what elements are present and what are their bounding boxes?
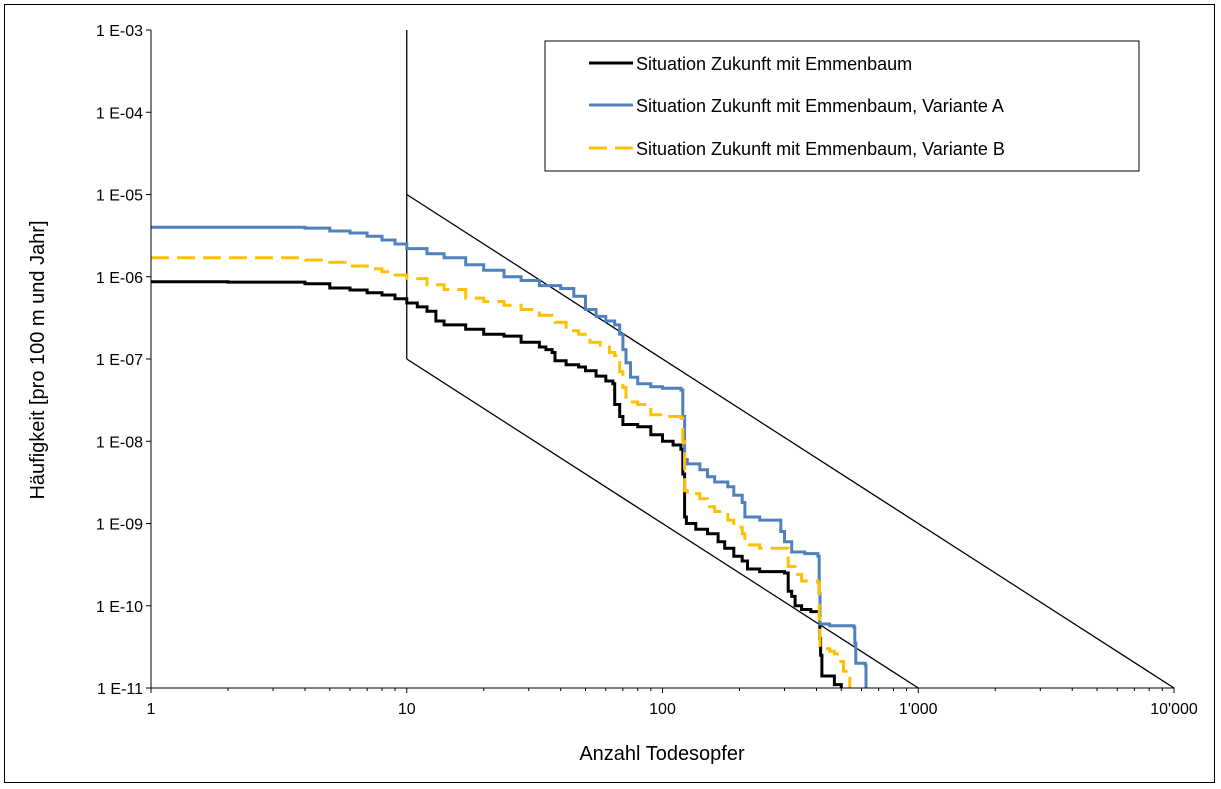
series-line-2 (151, 256, 852, 688)
legend-label-0: Situation Zukunft mit Emmenbaum (636, 54, 912, 74)
legend: Situation Zukunft mit Emmenbaum Situatio… (544, 40, 1140, 172)
axes: 1 E-03 1 E-04 1 E-05 1 E-06 1 E-07 1 E-08 1 E-… (96, 23, 1198, 718)
y-tick-label: 1 E-10 (96, 599, 143, 616)
legend-label-2: Situation Zukunft mit Emmenbaum, Variant… (636, 139, 1005, 159)
y-tick-label: 1 E-03 (96, 23, 143, 40)
x-tick-label: 1'000 (899, 701, 938, 718)
legend-label-1: Situation Zukunft mit Emmenbaum, Variant… (636, 96, 1004, 116)
y-tick-label: 1 E-04 (96, 105, 143, 122)
y-tick-label: 1 E-09 (96, 517, 143, 534)
y-tick-label: 1 E-06 (96, 270, 143, 287)
chart-frame (4, 4, 1215, 783)
x-tick-label: 1 (147, 701, 156, 718)
y-axis-title: Häufigkeit [pro 100 m und Jahr] (27, 220, 49, 499)
y-tick-label: 1 E-08 (96, 434, 143, 451)
series-line-0 (151, 280, 843, 688)
series-layer (151, 225, 868, 688)
y-tick-label: 1 E-11 (97, 681, 143, 698)
x-axis-title: Anzahl Todesopfer (579, 743, 745, 765)
series-line-1 (151, 225, 868, 688)
reference-line-1 (406, 193, 1175, 689)
legend-item-2: Situation Zukunft mit Emmenbaum, Variant… (589, 139, 1005, 159)
x-tick-label: 100 (649, 701, 676, 718)
reference-line-2 (406, 358, 919, 689)
legend-box (544, 40, 1140, 172)
x-tick-label: 10'000 (1150, 701, 1198, 718)
x-tick-label: 10 (398, 701, 416, 718)
legend-item-0: Situation Zukunft mit Emmenbaum (589, 54, 912, 74)
legend-item-1: Situation Zukunft mit Emmenbaum, Variant… (589, 96, 1004, 116)
y-tick-label: 1 E-05 (96, 188, 143, 205)
y-tick-label: 1 E-07 (96, 352, 143, 369)
